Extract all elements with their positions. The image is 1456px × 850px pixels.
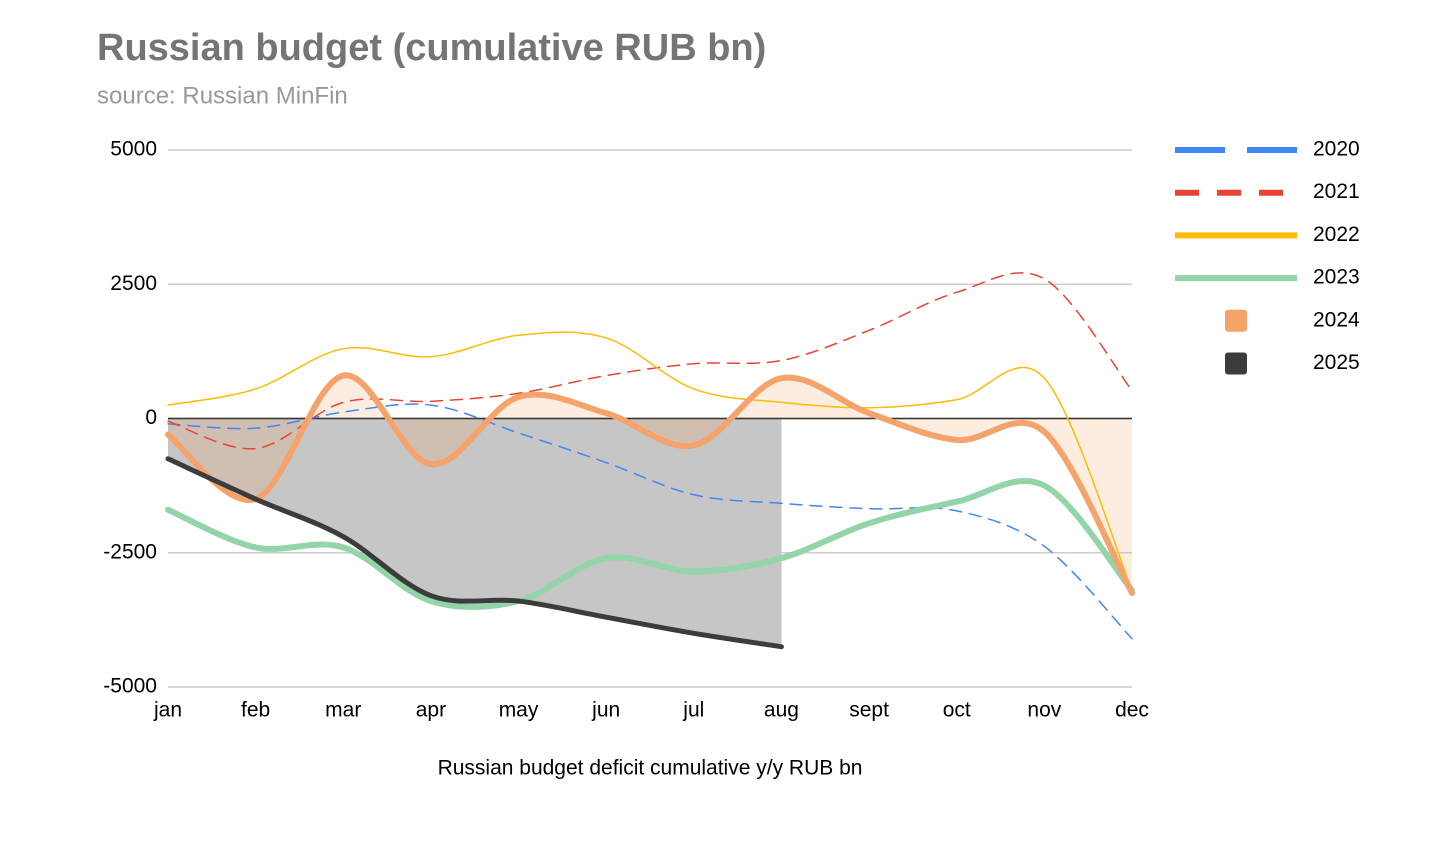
legend-label: 2022 [1313,223,1360,246]
area [168,375,1132,594]
x-axis-title: Russian budget deficit cumulative y/y RU… [438,757,863,780]
y-tick-label: 2500 [110,272,157,295]
y-tick-label: -5000 [103,675,157,698]
series-line [167,272,1133,450]
x-tick-label: may [499,699,539,722]
x-tick-label: dec [1115,699,1149,722]
x-tick-label: feb [241,699,270,722]
chart-subtitle: source: Russian MinFin [97,82,348,109]
x-tick-label: jun [591,699,620,722]
legend-label: 2025 [1313,351,1360,374]
x-tick-label: apr [416,699,446,722]
series-line [165,372,1135,597]
y-tick-label: 0 [145,406,157,429]
x-tick-label: aug [764,699,799,722]
legend-swatch [1225,352,1247,375]
area [168,418,782,647]
series-line [167,403,1133,640]
x-tick-label: nov [1027,699,1061,722]
x-tick-label: sept [849,699,889,722]
x-tick-label: oct [943,699,971,722]
legend-swatch [1225,309,1247,332]
series-line [165,478,1135,611]
legend-label: 2021 [1313,180,1360,203]
legend-label: 2024 [1313,308,1360,331]
y-tick-label: -2500 [103,540,157,563]
legend-label: 2020 [1313,138,1360,161]
x-tick-label: mar [325,699,361,722]
series-line [167,331,1133,592]
x-tick-label: jan [153,699,182,722]
legend-label: 2023 [1313,266,1360,289]
series-line [165,456,784,650]
x-tick-label: jul [682,699,704,722]
chart-title: Russian budget (cumulative RUB bn) [97,27,766,69]
y-tick-label: 5000 [110,138,157,161]
